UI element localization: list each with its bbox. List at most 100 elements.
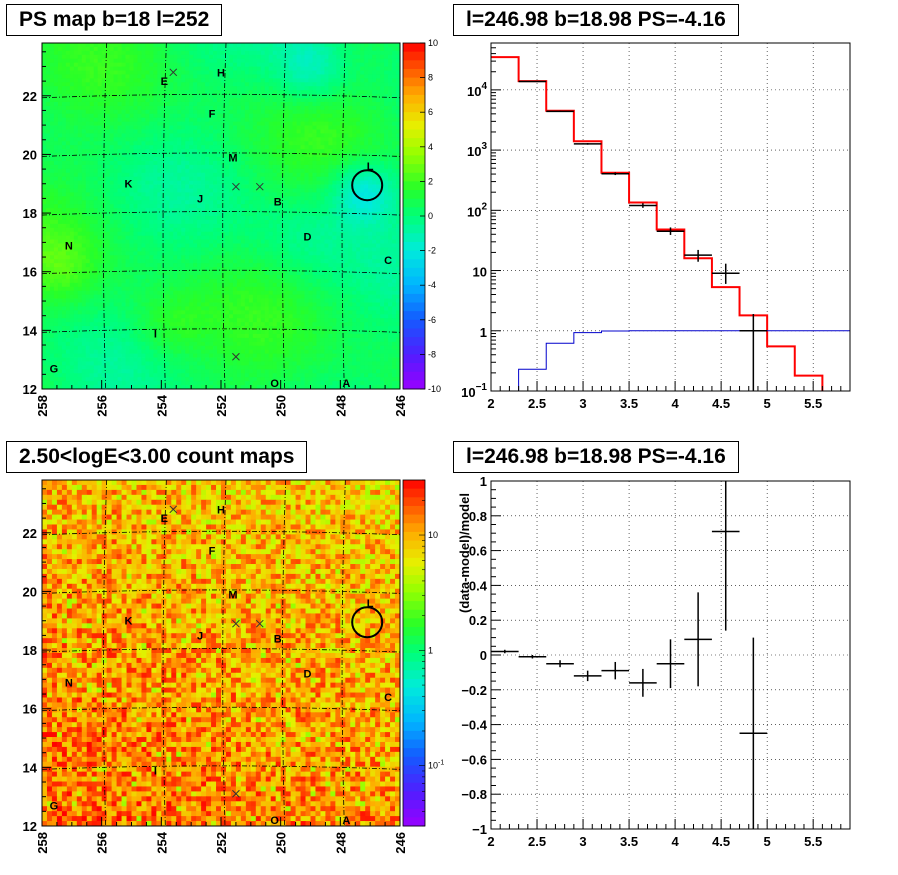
x-tick-label: 256 <box>95 832 110 854</box>
source-cross <box>255 619 264 628</box>
x-tick-label: 258 <box>35 832 50 854</box>
y-tick-label: −1 <box>472 822 487 837</box>
source-label: A <box>342 378 350 390</box>
heatmap-cells <box>42 43 401 390</box>
y-tick-label: 0.4 <box>469 578 488 593</box>
source-label: H <box>217 67 225 79</box>
colorbar-segment <box>403 488 425 498</box>
colorbar <box>403 480 425 827</box>
colorbar <box>403 43 425 390</box>
x-tick-label: 5 <box>764 834 771 849</box>
colorbar-segment <box>403 293 425 303</box>
colorbar-segment <box>403 808 425 818</box>
colorbar-segment <box>403 618 425 628</box>
source-label: I <box>154 765 157 777</box>
colorbar-segment <box>403 497 425 507</box>
x-tick-label: 5 <box>764 396 771 411</box>
colorbar-segment <box>403 120 425 130</box>
y-tick-label: −0.4 <box>461 718 487 733</box>
residual-point <box>601 661 630 680</box>
source-label: A <box>342 815 350 827</box>
data-point <box>629 203 657 208</box>
colorbar-segment <box>403 328 425 338</box>
spectrum-title: l=246.98 b=18.98 PS=-4.16 <box>453 4 739 36</box>
colorbar-segment <box>403 609 425 619</box>
colorbar-tick-label: 10 <box>428 530 438 540</box>
colorbar-segment <box>403 800 425 810</box>
colorbar-segment <box>403 704 425 715</box>
x-tick-label: 250 <box>274 832 289 854</box>
colorbar-segment <box>403 380 425 390</box>
x-tick-label: 254 <box>154 394 169 416</box>
colorbar-segment <box>403 233 425 243</box>
colorbar-segment <box>403 43 425 53</box>
residual-chart: 2 2.5 3 3.5 4 4.5 5 5.5 −1 −0.8 −0.6 −0.4 −0.2 0 0.2 0.… <box>457 474 851 849</box>
source-label: F <box>209 545 216 557</box>
colorbar-segment <box>403 566 425 576</box>
map-axes <box>41 51 401 390</box>
colorbar-segment <box>403 276 425 286</box>
colorbar-segment <box>403 687 425 697</box>
y-tick-label: 104 <box>467 81 487 99</box>
residual-point <box>739 637 768 829</box>
x-tick-label: 2.5 <box>528 834 546 849</box>
source-label: C <box>384 692 392 704</box>
y-tick-label: 20 <box>23 147 37 162</box>
colorbar-segment <box>403 172 425 182</box>
colorbar-segment <box>403 480 425 490</box>
colorbar-segment <box>403 505 425 516</box>
y-tick-label: 0.2 <box>469 613 487 628</box>
y-tick-label: 22 <box>23 526 37 541</box>
y-tick-label: 20 <box>23 584 37 599</box>
colorbar-segment <box>403 129 425 139</box>
colorbar-segment <box>403 354 425 364</box>
colorbar-segment <box>403 661 425 671</box>
ps-map-title: PS map b=18 l=252 <box>6 4 223 36</box>
grid-line <box>41 93 401 99</box>
source-label: O <box>270 378 279 390</box>
colorbar-segment <box>403 164 425 174</box>
roi-circle <box>351 169 384 202</box>
x-tick-label: 250 <box>274 395 289 417</box>
colorbar-segment <box>403 86 425 96</box>
colorbar-segment <box>403 696 425 706</box>
x-tick-label: 252 <box>214 395 229 417</box>
colorbar-segment <box>403 198 425 208</box>
colorbar-segment <box>403 216 425 226</box>
colorbar-segment <box>403 627 425 637</box>
y-tick-label: 1 <box>480 474 487 489</box>
source-label: M <box>228 152 237 164</box>
grid-line <box>41 589 401 594</box>
source-label: C <box>384 255 392 267</box>
residual-point <box>518 655 547 659</box>
roi-circle <box>351 606 384 639</box>
grid-line <box>341 479 346 827</box>
residual-point <box>546 660 574 668</box>
residual-point <box>656 639 685 689</box>
y-tick-label: 0.8 <box>469 509 487 524</box>
map-axes <box>41 488 401 827</box>
x-tick-label: 256 <box>95 395 110 417</box>
source-label: F <box>209 108 216 120</box>
colorbar-segment <box>403 371 425 381</box>
plot-frame <box>490 42 851 392</box>
colorbar-segment <box>403 319 425 329</box>
y-tick-label: 102 <box>467 201 487 219</box>
colorbar-segment <box>403 635 425 645</box>
colorbar-segment <box>403 190 425 200</box>
plot-area <box>491 43 850 391</box>
grid-line <box>281 479 287 827</box>
colorbar-segment <box>403 713 425 723</box>
colorbar-segment <box>403 60 425 70</box>
source-cross <box>255 182 264 191</box>
source-cross <box>169 68 178 77</box>
y-tick-label: 14 <box>23 760 38 775</box>
y-tick-label: 16 <box>23 265 37 280</box>
y-tick-label: 16 <box>23 702 37 717</box>
grid-line <box>102 479 108 827</box>
source-cross <box>169 505 178 514</box>
source-label: H <box>217 504 225 516</box>
source-label: L <box>367 598 374 610</box>
colorbar-segment <box>403 94 425 105</box>
